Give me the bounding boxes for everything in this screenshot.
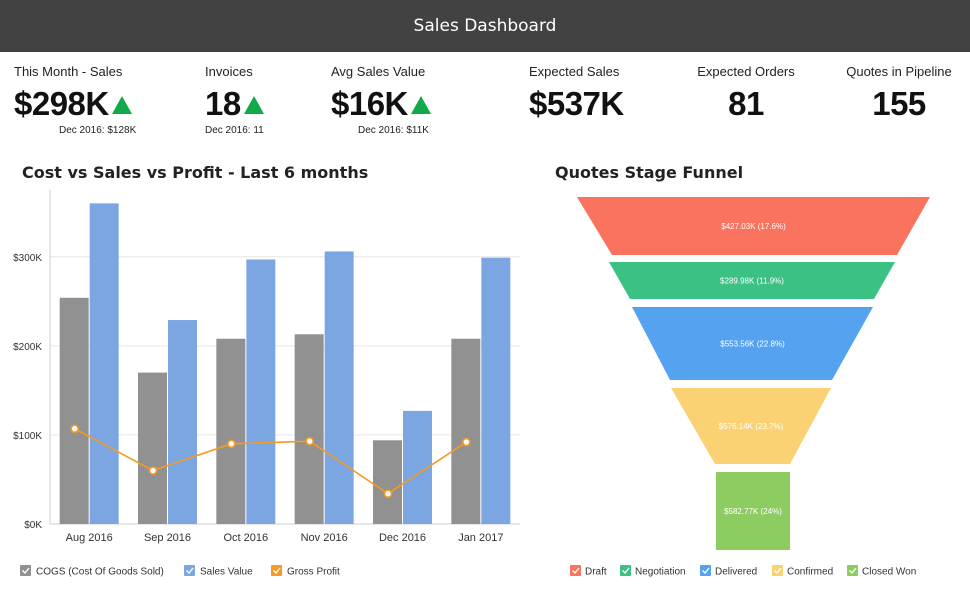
bar-chart-title: Cost vs Sales vs Profit - Last 6 months	[22, 163, 369, 182]
checkmark-icon	[22, 567, 30, 575]
gross-profit-point	[305, 436, 314, 446]
funnel-stage-draft	[577, 197, 930, 255]
trend-up-icon	[410, 96, 431, 114]
legend-label: Sales Value	[200, 567, 253, 578]
kpi-value: 18	[205, 85, 241, 122]
legend-checkbox-icon	[570, 565, 581, 576]
legend-checkbox-icon	[772, 565, 783, 576]
kpi-expected-orders: Expected Orders 81	[676, 64, 816, 123]
cogs-bar	[373, 440, 402, 524]
kpi-value: 155	[872, 85, 926, 122]
gross-profit-point	[383, 489, 393, 499]
kpi-value: $537K	[529, 85, 624, 122]
legend-checkbox-icon	[271, 565, 282, 576]
sales-value-bar	[324, 251, 354, 524]
legend-label: Confirmed	[787, 567, 833, 578]
x-tick-label: Dec 2016	[379, 532, 426, 544]
gross-profit-point	[462, 437, 471, 447]
x-tick-label: Nov 2016	[301, 532, 348, 544]
kpi-label: Expected Orders	[697, 64, 795, 79]
dashboard-title-bar: Sales Dashboard	[0, 0, 970, 52]
sales-value-bar	[89, 203, 119, 525]
funnel-stage-label: $553.56K (22.8%)	[720, 340, 785, 349]
x-tick-label: Jan 2017	[458, 532, 503, 544]
legend-checkbox-icon	[847, 565, 858, 576]
dashboard-title: Sales Dashboard	[413, 16, 557, 36]
cogs-bar	[59, 297, 89, 524]
cost-sales-profit-chart: $0K $100K $200K $300K Aug 2016 Sep 2016 Oct 20…	[13, 190, 520, 578]
funnel-stage-delivered	[632, 307, 873, 380]
gross-profit-point	[227, 439, 236, 449]
kpi-label: Quotes in Pipeline	[846, 64, 952, 79]
legend-checkbox-icon	[620, 565, 631, 576]
sales-value-bar	[246, 259, 276, 524]
funnel-stage-closed-won	[716, 472, 790, 550]
trend-up-icon	[111, 96, 132, 114]
legend-label: Negotiation	[635, 567, 686, 578]
funnel-chart-title: Quotes Stage Funnel	[555, 163, 744, 182]
kpi-comparison: Dec 2016: $128K	[59, 125, 137, 136]
trend-up-icon	[243, 96, 264, 114]
checkmark-icon	[622, 567, 630, 575]
cogs-bar	[451, 338, 481, 524]
checkmark-icon	[702, 567, 710, 575]
gross-profit-point	[148, 466, 158, 475]
legend-label: Closed Won	[862, 567, 916, 578]
x-tick-label: Sep 2016	[144, 532, 191, 544]
funnel-stage-confirmed	[671, 388, 831, 464]
kpi-invoices: Invoices 18 Dec 2016: 11	[205, 64, 315, 136]
kpi-value: $298K	[14, 85, 109, 122]
y-tick-label: $300K	[13, 253, 42, 264]
sales-value-bar	[168, 320, 197, 524]
legend-checkbox-icon	[20, 565, 31, 576]
legend-label: Draft	[585, 567, 607, 578]
kpi-expected-sales: Expected Sales $537K	[529, 64, 659, 123]
kpi-value: $16K	[331, 85, 408, 122]
kpi-quotes-in-pipeline: Quotes in Pipeline 155	[834, 64, 964, 123]
funnel-stage-negotiation	[609, 262, 895, 299]
y-tick-label: $200K	[13, 342, 42, 353]
y-tick-label: $100K	[13, 431, 42, 442]
checkmark-icon	[273, 567, 281, 575]
kpi-this-month-sales: This Month - Sales $298K Dec 2016: $128K	[14, 64, 164, 136]
legend-label: Delivered	[715, 567, 757, 578]
y-tick-label: $0K	[24, 520, 42, 531]
kpi-comparison: Dec 2016: 11	[205, 125, 264, 136]
funnel-stage-label: $289.98K (11.9%)	[720, 277, 784, 286]
gross-profit-point	[70, 424, 79, 433]
kpi-value: 81	[728, 85, 764, 122]
gross-profit-line	[74, 427, 467, 495]
checkmark-icon	[774, 567, 782, 575]
x-tick-label: Aug 2016	[66, 532, 113, 544]
legend-label: Gross Profit	[287, 567, 340, 578]
kpi-comparison: Dec 2016: $11K	[358, 125, 429, 136]
sales-value-bar	[481, 257, 511, 524]
cogs-bar	[138, 372, 167, 524]
funnel-stage-label: $582.77K (24%)	[724, 507, 782, 516]
legend-checkbox-icon	[700, 565, 711, 576]
quotes-stage-funnel-chart: $427.03K (17.6%) $289.98K (11.9%) $553.56K…	[570, 197, 930, 578]
funnel-stage-label: $427.03K (17.6%)	[721, 222, 786, 231]
legend-label: COGS (Cost Of Goods Sold)	[36, 567, 164, 578]
x-tick-label: Oct 2016	[224, 532, 269, 544]
kpi-label: This Month - Sales	[14, 64, 123, 79]
kpi-label: Avg Sales Value	[331, 64, 426, 79]
cogs-bar	[216, 338, 246, 524]
legend-checkbox-icon	[184, 565, 195, 576]
funnel-stage-label: $576.14K (23.7%)	[719, 422, 784, 431]
kpi-label: Expected Sales	[529, 64, 620, 79]
checkmark-icon	[849, 567, 857, 575]
checkmark-icon	[186, 567, 194, 575]
cogs-bar	[294, 334, 324, 524]
kpi-label: Invoices	[205, 64, 253, 79]
checkmark-icon	[572, 567, 580, 575]
kpi-avg-sales-value: Avg Sales Value $16K Dec 2016: $11K	[331, 64, 481, 136]
